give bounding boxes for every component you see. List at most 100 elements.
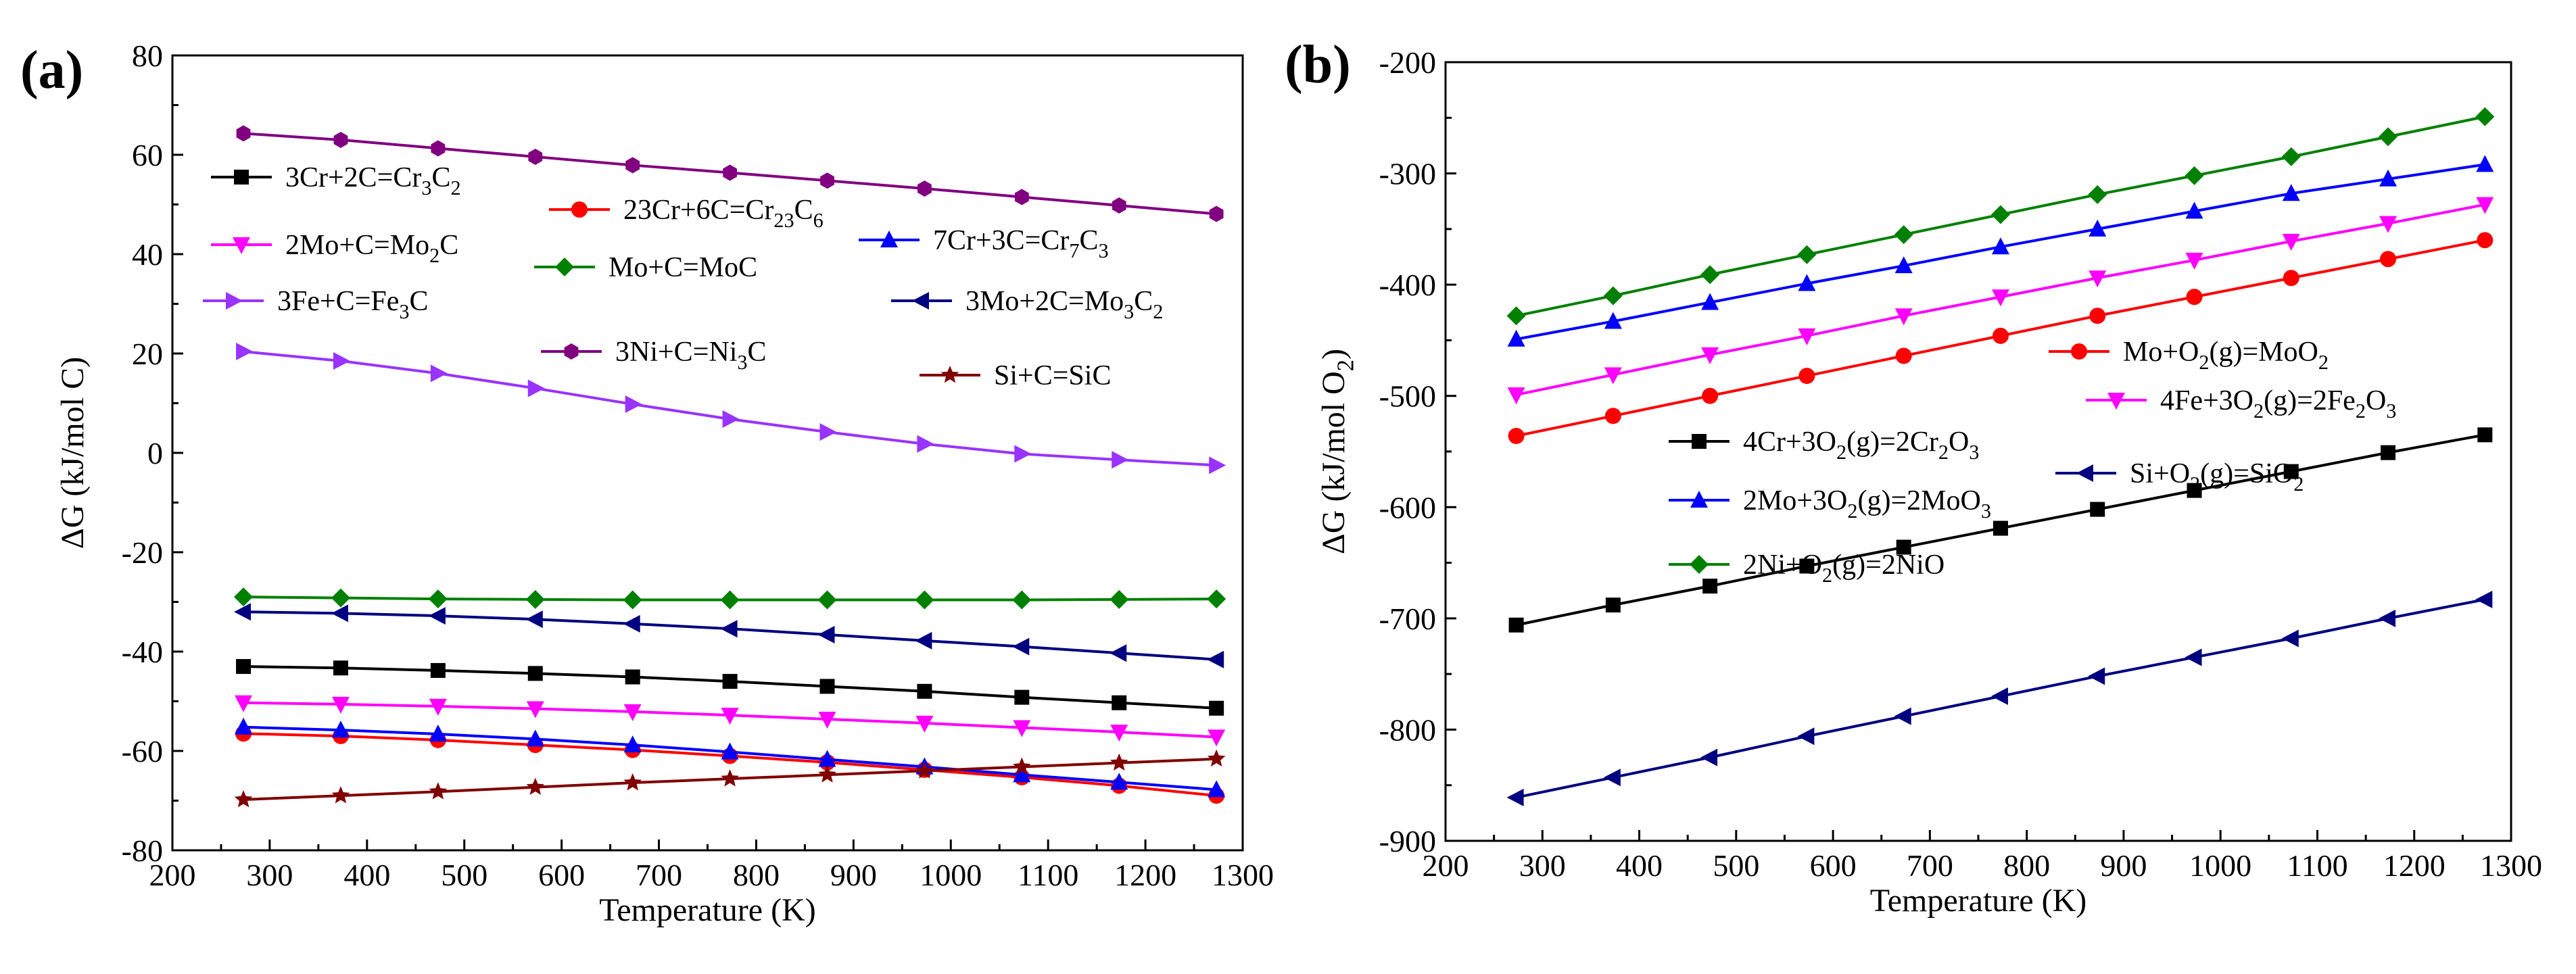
data-point-2ni-o2-g-2nio-673 — [1894, 225, 1913, 245]
series-3cr-2c-cr3c2 — [236, 659, 1224, 716]
data-point-mo-c-moc-1173 — [1110, 589, 1129, 609]
data-point-mo-c-moc-473 — [428, 589, 448, 609]
data-point-mo-c-moc-973 — [915, 590, 934, 610]
legend-marker-3fe-c-fe3c — [226, 292, 243, 310]
data-point-4fe-3o2-g-2fe2o3-473 — [1701, 347, 1719, 364]
data-point-3cr-2c-cr3c2-1273 — [1209, 700, 1224, 716]
data-point-4fe-3o2-g-2fe2o3-773 — [1991, 289, 2009, 307]
data-point-si-o2-g-sio2-873 — [2088, 667, 2105, 685]
data-point-2mo-3o2-g-2moo3-973 — [2185, 201, 2203, 219]
data-point-mo-c-moc-773 — [720, 590, 740, 610]
data-point-si-o2-g-sio2-1273 — [2475, 590, 2493, 608]
data-point-2mo-c-mo2c-973 — [915, 715, 934, 733]
data-point-2mo-c-mo2c-473 — [429, 698, 447, 716]
data-point-mo-o2-g-moo2-1273 — [2477, 232, 2494, 249]
x-tick-label-b-400: 400 — [1616, 848, 1663, 883]
data-point-2ni-o2-g-2nio-373 — [1603, 286, 1623, 306]
legend-label-2mo-3o2-g-2moo3: 2Mo+3O2(g)=2MoO3 — [1743, 485, 1991, 522]
y-tick-label-a--20: -20 — [122, 535, 163, 570]
data-point-si-c-sic-473 — [429, 782, 448, 800]
series-si-o2-g-sio2 — [1506, 590, 2493, 806]
panel-a: (a)200 300 400 500 600 700 800 900 1000 1100 1200 1… — [20, 39, 1274, 928]
data-point-2ni-o2-g-2nio-573 — [1797, 245, 1817, 264]
x-tick-label-b-500: 500 — [1713, 848, 1759, 883]
data-point-mo-o2-g-moo2-773 — [1992, 327, 2009, 344]
legend-label-mo-o2-g-moo2: Mo+O2(g)=MoO2 — [2123, 337, 2329, 374]
data-point-3ni-c-ni3c-273 — [236, 125, 251, 142]
y-tick-label-a--40: -40 — [122, 635, 163, 669]
data-point-mo-c-moc-1073 — [1012, 590, 1032, 610]
data-point-3ni-c-ni3c-773 — [723, 164, 737, 181]
x-tick-label-b-900: 900 — [2100, 848, 2147, 883]
legend-entry-si-c-sic: Si+C=SiC — [920, 360, 1111, 391]
legend-entry-3mo-2c-mo3c2: 3Mo+2C=Mo3C2 — [891, 286, 1163, 323]
y-axis-title-a: ΔG (kJ/mol C) — [55, 357, 91, 549]
data-point-2mo-c-mo2c-773 — [721, 708, 739, 725]
data-point-2mo-c-mo2c-573 — [526, 701, 544, 719]
data-point-2ni-o2-g-2nio-1273 — [2475, 107, 2495, 126]
data-point-si-c-sic-1173 — [1110, 753, 1128, 771]
data-point-3fe-c-fe3c-973 — [917, 435, 934, 453]
legend-marker-2ni-o2-g-2nio — [1690, 555, 1709, 574]
data-point-si-c-sic-573 — [526, 777, 545, 795]
panel-b: (b) 200 300 400 500 600 700 800 900 1000 1100 1200 1… — [1285, 35, 2542, 919]
data-point-si-o2-g-sio2-373 — [1603, 769, 1621, 787]
data-point-3mo-2c-mo3c2-473 — [428, 607, 446, 625]
data-point-2mo-c-mo2c-873 — [818, 711, 836, 729]
data-point-4cr-3o2-g-2cr2o3-673 — [1896, 539, 1911, 555]
data-point-mo-o2-g-moo2-873 — [2089, 308, 2106, 324]
data-point-4cr-3o2-g-2cr2o3-873 — [2090, 502, 2105, 517]
x-tick-label-b-200: 200 — [1423, 848, 1469, 883]
data-point-4fe-3o2-g-2fe2o3-673 — [1894, 308, 1913, 326]
y-tick-label-b--800: -800 — [1379, 712, 1436, 747]
legend-entry-3cr-2c-cr3c2: 3Cr+2C=Cr3C2 — [211, 162, 461, 199]
x-tick-label-a-500: 500 — [441, 858, 487, 892]
data-point-3ni-c-ni3c-1173 — [1112, 197, 1126, 214]
data-point-3mo-2c-mo3c2-273 — [234, 603, 252, 621]
data-point-3cr-2c-cr3c2-473 — [430, 662, 446, 678]
data-point-mo-o2-g-moo2-1173 — [2380, 251, 2397, 268]
legend-entry-mo-o2-g-moo2: Mo+O2(g)=MoO2 — [2049, 337, 2329, 374]
data-point-2ni-o2-g-2nio-1073 — [2281, 147, 2301, 166]
data-point-4fe-3o2-g-2fe2o3-873 — [2089, 270, 2107, 288]
data-point-3mo-2c-mo3c2-973 — [915, 631, 932, 650]
series-si-c-sic — [234, 749, 1226, 808]
legend-label-si-o2-g-sio2: Si+O2(g)=SiO2 — [2130, 458, 2304, 495]
data-point-3cr-2c-cr3c2-573 — [527, 666, 543, 681]
data-point-3fe-c-fe3c-573 — [527, 379, 545, 397]
y-tick-label-a--80: -80 — [122, 833, 163, 868]
data-point-7cr-3c-cr7c3-673 — [623, 735, 642, 753]
data-point-2mo-3o2-g-2moo3-373 — [1604, 312, 1622, 329]
data-point-4cr-3o2-g-2cr2o3-1273 — [2477, 427, 2493, 443]
data-point-3fe-c-fe3c-1273 — [1209, 456, 1226, 474]
data-point-si-o2-g-sio2-673 — [1894, 707, 1911, 725]
series-2mo-c-mo2c — [235, 695, 1226, 747]
data-point-3mo-2c-mo3c2-573 — [525, 610, 543, 629]
data-point-2mo-c-mo2c-273 — [235, 695, 253, 712]
data-point-2mo-3o2-g-2moo3-473 — [1701, 293, 1719, 310]
legend-marker-23cr-6c-cr23c6 — [571, 201, 588, 218]
x-tick-label-b-300: 300 — [1519, 848, 1566, 883]
data-point-3mo-2c-mo3c2-673 — [623, 614, 640, 633]
series-2mo-3o2-g-2moo3 — [1507, 155, 2494, 347]
data-point-2ni-o2-g-2nio-973 — [2185, 166, 2204, 185]
data-point-mo-c-moc-573 — [525, 589, 545, 609]
y-tick-label-a-80: 80 — [132, 39, 163, 73]
data-point-si-o2-g-sio2-773 — [1990, 687, 2008, 706]
x-tick-label-b-1200: 1200 — [2383, 848, 2446, 883]
x-tick-label-a-1100: 1100 — [1018, 858, 1078, 892]
y-tick-label-a--60: -60 — [122, 734, 163, 769]
data-point-3cr-2c-cr3c2-973 — [917, 683, 932, 699]
data-point-2mo-3o2-g-2moo3-273 — [1507, 329, 1525, 347]
data-point-4fe-3o2-g-2fe2o3-973 — [2185, 252, 2203, 270]
data-point-2ni-o2-g-2nio-473 — [1700, 265, 1720, 285]
data-point-4fe-3o2-g-2fe2o3-1273 — [2476, 197, 2494, 214]
legend-marker-3ni-c-ni3c — [564, 343, 579, 360]
legend-marker-2mo-3o2-g-2moo3 — [1690, 491, 1708, 508]
legend-marker-mo-c-moc — [555, 258, 574, 276]
data-point-3cr-2c-cr3c2-673 — [625, 669, 640, 685]
y-tick-label-a-0: 0 — [147, 436, 163, 470]
series-mo-c-moc — [234, 587, 1226, 610]
